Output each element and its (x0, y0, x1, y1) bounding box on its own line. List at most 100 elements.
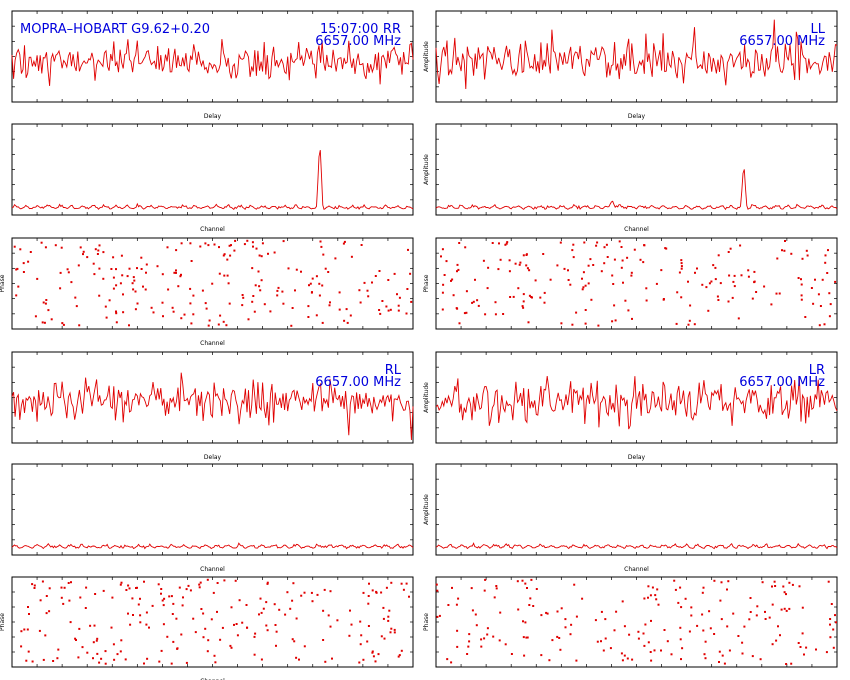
phase-point (208, 319, 211, 322)
phase-point (575, 659, 578, 662)
phase-point (522, 306, 525, 309)
phase-point (40, 241, 43, 244)
phase-point (56, 657, 59, 660)
phase-point (783, 249, 786, 252)
phase-point (13, 245, 16, 248)
phase-point (350, 255, 353, 258)
phase-point (115, 310, 117, 313)
phase-point (594, 619, 597, 622)
phase-point (132, 614, 134, 616)
phase-point (834, 614, 836, 617)
phase-point (110, 268, 113, 270)
x-axis-label: Delay (204, 454, 222, 461)
phase-point (338, 291, 341, 294)
phase-point (315, 275, 318, 278)
phase-point (173, 271, 176, 274)
phase-point (436, 615, 439, 618)
phase-point (189, 287, 192, 290)
amplitude-spectrum-trace (11, 542, 414, 550)
phase-point (238, 599, 241, 602)
phase-point (819, 305, 822, 307)
phase-point (389, 308, 392, 311)
phase-point (834, 280, 837, 283)
phase-point (266, 582, 269, 585)
phase-point (710, 280, 713, 283)
phase-point (803, 653, 805, 656)
phase-point (704, 657, 707, 660)
phase-point (190, 322, 193, 325)
phase-point (328, 304, 331, 307)
phase-point (812, 302, 815, 305)
phase-point (42, 301, 45, 304)
phase-point (60, 586, 63, 589)
phase-point (732, 612, 735, 615)
phase-point (737, 635, 740, 637)
phase-point (487, 266, 490, 269)
phase-point (525, 264, 528, 267)
phase-point (378, 270, 381, 272)
phase-point (748, 618, 751, 621)
phase-point (521, 305, 524, 308)
phase-point (456, 263, 459, 266)
phase-point (274, 624, 277, 626)
phase-point (655, 598, 658, 601)
phase-point (643, 244, 646, 247)
phase-point (42, 658, 45, 661)
phase-point (570, 623, 573, 626)
phase-point (278, 608, 281, 611)
phase-point (484, 313, 487, 316)
phase-point (112, 276, 115, 279)
phase-point (821, 278, 824, 281)
phase-point (79, 246, 82, 249)
phase-point (779, 634, 781, 637)
phase-point (498, 242, 500, 245)
phase-point (523, 654, 526, 657)
phase-point (131, 282, 134, 285)
phase-point (39, 599, 42, 602)
y-axis-label: Phase (423, 274, 430, 292)
phase-point (622, 281, 624, 284)
y-axis-label: Amplitude (423, 494, 430, 525)
phase-point (559, 648, 562, 651)
phase-point (571, 323, 574, 326)
phase-point (322, 639, 325, 641)
phase-point (785, 609, 788, 612)
phase-point (463, 312, 466, 315)
phase-point (441, 291, 444, 294)
phase-point (797, 642, 800, 644)
phase-point (614, 319, 617, 322)
phase-point (152, 311, 155, 314)
phase-point (390, 581, 393, 584)
y-axis-label: Amplitude (423, 41, 430, 72)
phase-point (486, 627, 489, 630)
phase-point (480, 638, 483, 641)
phase-point (311, 277, 314, 280)
phase-point (468, 640, 471, 643)
phase-point (95, 639, 98, 642)
phase-point (457, 268, 460, 271)
phase-point (590, 298, 593, 301)
phase-point (737, 317, 740, 320)
phase-point (291, 307, 294, 309)
phase-point (161, 301, 164, 304)
phase-point (751, 655, 754, 658)
phase-point (456, 645, 459, 648)
phase-point (438, 614, 441, 617)
phase-point (116, 653, 119, 656)
phase-point (324, 660, 327, 663)
phase-point (223, 274, 226, 277)
phase-point (22, 262, 25, 265)
phase-point (666, 640, 669, 643)
phase-point (93, 273, 96, 276)
phase-point (781, 249, 783, 252)
phase-point (532, 605, 535, 607)
phase-point (828, 292, 831, 295)
panel-rl-channel: Channel (11, 463, 414, 573)
phase-point (131, 597, 134, 600)
phase-point (338, 308, 341, 311)
phase-point (172, 640, 175, 643)
phase-point (626, 256, 629, 259)
phase-point (211, 282, 214, 285)
phase-point (764, 618, 767, 620)
